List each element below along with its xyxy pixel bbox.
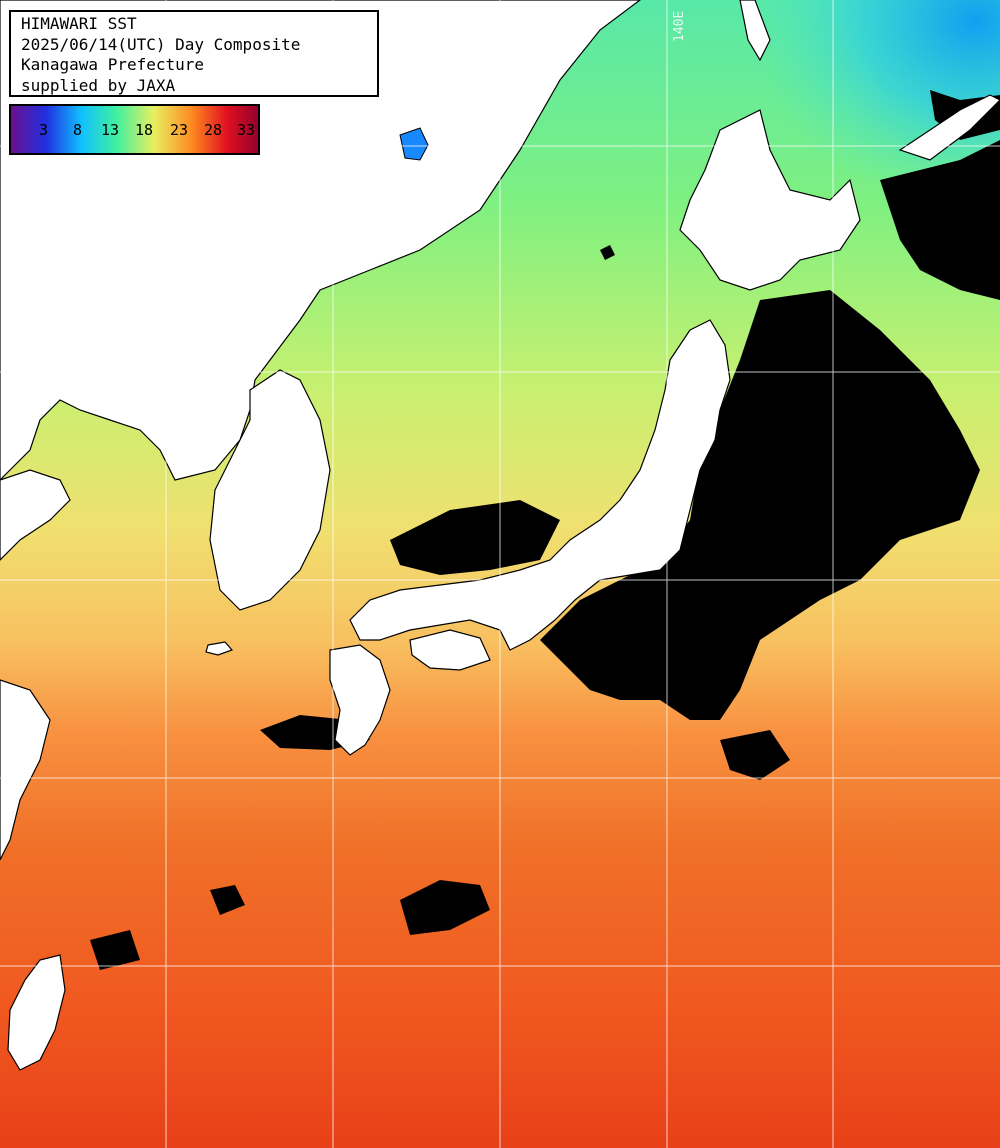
lake	[399, 127, 429, 161]
title-line-1: HIMAWARI SST	[21, 14, 137, 33]
legend-label: 18	[135, 121, 154, 139]
legend-label: 28	[204, 121, 223, 139]
legend-color-bar	[11, 106, 258, 153]
title-line-3: Kanagawa Prefecture	[21, 55, 205, 74]
map-info-box: HIMAWARI SST 2025/06/14(UTC) Day Composi…	[9, 10, 379, 97]
legend-label: 3	[39, 121, 49, 139]
temperature-legend: 3 8 13 18 23 28 33	[9, 104, 260, 155]
legend-label: 23	[170, 121, 189, 139]
longitude-label: 140E	[672, 10, 687, 42]
land-masses	[0, 0, 1000, 1071]
title-line-2: 2025/06/14(UTC) Day Composite	[21, 34, 301, 54]
title-line-4: supplied by JAXA	[21, 75, 176, 95]
legend-label: 8	[73, 121, 83, 139]
legend-label: 33	[237, 121, 256, 139]
legend-label: 13	[101, 121, 120, 139]
latitude-label: N	[30, 355, 38, 370]
